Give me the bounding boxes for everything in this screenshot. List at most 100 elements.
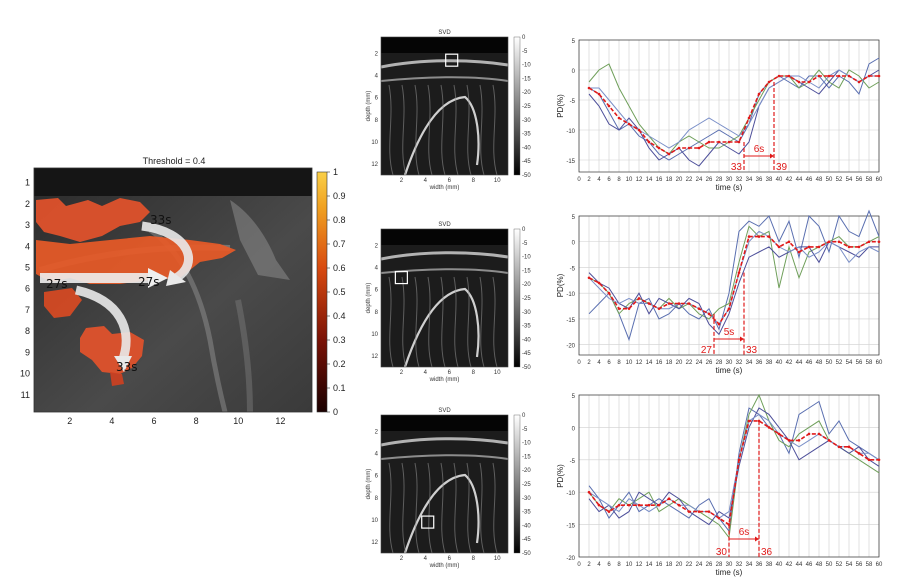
mean-series-point	[857, 245, 861, 249]
x-tick-label: 32	[736, 562, 743, 568]
svd-y-tick-label: 8	[375, 496, 379, 502]
svd-x-tick-label: 8	[472, 370, 476, 376]
x-tick-label: 56	[856, 360, 863, 366]
heatmap-x-tick-label: 8	[194, 416, 199, 426]
mean-series-point	[817, 432, 821, 436]
svd-y-tick-label: 4	[375, 266, 379, 272]
x-tick-label: 38	[766, 177, 773, 183]
svd-colorbar-tick-label: -40	[522, 145, 531, 151]
svd-surface-line	[380, 76, 509, 82]
svd-frame	[380, 36, 509, 176]
mean-series-point	[677, 146, 681, 150]
x-tick-label: 56	[856, 177, 863, 183]
mean-series-point	[807, 80, 811, 84]
mean-series-point	[807, 432, 811, 436]
svd-y-tick-label: 10	[371, 332, 378, 338]
heatmap-y-ticks: 1 2 3 4 5 6 7 8 9 10 11	[20, 178, 30, 400]
mean-series-point	[807, 245, 811, 249]
x-tick-label: 14	[646, 177, 653, 183]
mean-series-point	[747, 116, 751, 120]
x-tick-label: 22	[686, 177, 693, 183]
arrow-curve-upper	[141, 221, 193, 282]
peak-time-label: 36	[761, 547, 773, 558]
mean-series-point	[597, 281, 601, 285]
svd-penetrating-vessel	[440, 276, 446, 368]
heatmap-top-dark-band	[34, 168, 312, 196]
delay-label: 6s	[739, 527, 750, 538]
x-tick-label: 54	[846, 177, 853, 183]
heatmap-x-tick-label: 12	[275, 416, 285, 426]
y-tick-label: 0	[572, 69, 576, 75]
svd-x-tick-label: 6	[448, 370, 452, 376]
x-tick-label: 2	[587, 177, 591, 183]
trial-series-line	[589, 69, 879, 149]
x-tick-label: 54	[846, 360, 853, 366]
mean-series-point	[687, 510, 691, 513]
activation-blob-small	[110, 372, 124, 386]
y-tick-label: 0	[572, 241, 576, 247]
time-course-plot-3: 0 2 4 6 8 10 12 14 16 18 20 22 24 26 28 30 32 34 36 38 40 42 4…	[556, 393, 883, 577]
mean-series-point	[667, 152, 671, 156]
x-tick-label: 0	[577, 177, 581, 183]
heatmap-x-tick-label: 6	[152, 416, 157, 426]
svd-y-tick-label: 6	[375, 288, 379, 294]
y-tick-label: -10	[566, 129, 575, 135]
svd-roi-box	[445, 53, 459, 67]
heatmap-x-tick-label: 10	[233, 416, 243, 426]
mean-series-point	[877, 240, 881, 244]
y-tick-label: -10	[566, 491, 575, 497]
svd-colorbar-tick-label: -45	[522, 537, 531, 543]
x-tick-label: 46	[806, 360, 813, 366]
mean-series-point	[707, 510, 711, 513]
mean-series-point	[707, 312, 711, 316]
x-tick-label: 14	[646, 360, 653, 366]
mean-series-point	[797, 80, 801, 84]
x-tick-label: 12	[636, 562, 643, 568]
arrow-head-lower	[114, 356, 132, 372]
x-tick-label: 2	[587, 360, 591, 366]
mean-series-point	[677, 302, 681, 305]
colorbar-tick-label: 0.2	[333, 359, 346, 369]
mean-series-point	[777, 74, 781, 78]
svd-colorbar-tick-label: -5	[522, 241, 528, 247]
mean-series-point	[587, 276, 591, 280]
mean-series-point	[737, 458, 741, 462]
x-tick-label: 36	[756, 562, 763, 568]
x-tick-label: 32	[736, 360, 743, 366]
mean-series-point	[727, 307, 731, 310]
svd-penetrating-vessel	[466, 462, 472, 554]
svd-dark-band	[381, 229, 508, 245]
time-course-plot-1: 0 2 4 6 8 10 12 14 16 18 20 22 24 26 28 30 32 34 36 38 40 42 4…	[556, 39, 883, 192]
x-tick-label: 56	[856, 562, 863, 568]
svd-colorbar	[513, 414, 521, 554]
colorbar-tick-label: 0.7	[333, 239, 346, 249]
svd-roi-box	[421, 515, 435, 529]
onset-time-label: 30	[716, 547, 728, 558]
svd-penetrating-vessel	[401, 462, 407, 554]
svd-y-tick-label: 4	[375, 452, 379, 458]
mean-series-point	[607, 104, 611, 108]
svd-penetrating-vessel	[440, 84, 446, 176]
svd-x-tick-label: 10	[494, 556, 501, 562]
annotation-27s-left: 27s	[46, 277, 68, 291]
svd-penetrating-vessel	[427, 84, 433, 176]
svd-dark-band	[381, 37, 508, 53]
mean-series-point	[827, 74, 831, 78]
svd-cortex-surface	[380, 251, 509, 261]
svd-penetrating-vessel	[414, 462, 420, 554]
mean-series-point	[637, 503, 641, 507]
svd-y-tick-label: 8	[375, 118, 379, 124]
svd-penetrating-vessel	[414, 276, 420, 368]
svd-penetrating-vessel	[414, 84, 420, 176]
mean-series-point	[697, 307, 701, 310]
svd-penetrating-vessel	[492, 462, 498, 554]
x-tick-label: 16	[656, 562, 663, 568]
svd-y-tick-label: 12	[371, 354, 378, 360]
svd-colorbar-tick-label: -5	[522, 427, 528, 433]
x-tick-label: 4	[597, 177, 601, 183]
y-tick-label: 5	[572, 39, 576, 45]
y-tick-label: -20	[566, 556, 575, 562]
svd-colorbar-tick-label: -30	[522, 118, 531, 124]
svd-colorbar	[513, 228, 521, 368]
svd-y-tick-label: 6	[375, 96, 379, 102]
